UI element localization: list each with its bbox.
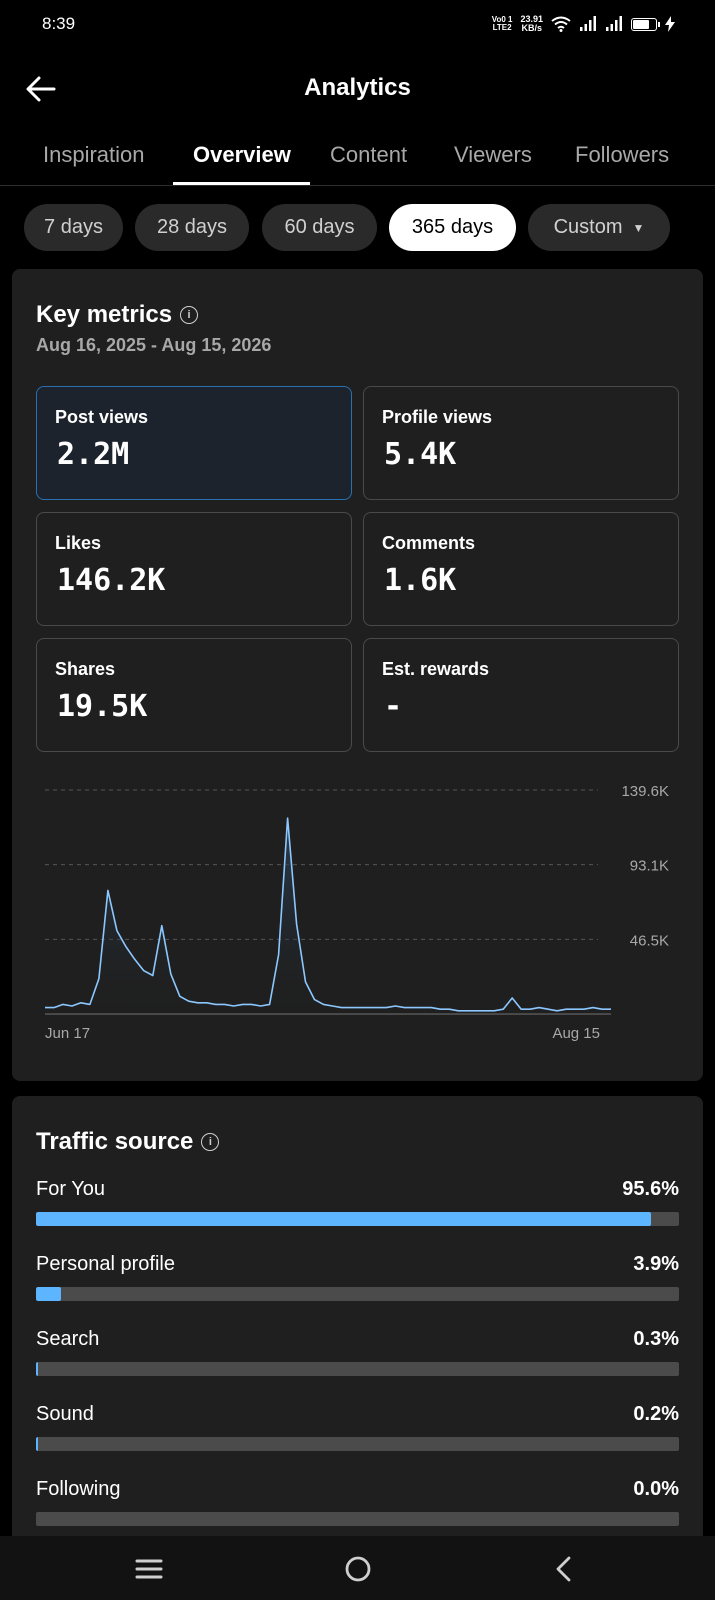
signal-icon: [580, 16, 596, 31]
page-title: Analytics: [304, 74, 411, 101]
chip-7-days[interactable]: 7 days: [24, 204, 123, 251]
metric-value: 146.2K: [57, 563, 166, 598]
metric-value: 19.5K: [57, 689, 148, 724]
tab-content[interactable]: Content: [330, 142, 408, 167]
traffic-source-bar: [36, 1287, 679, 1301]
tab-overview[interactable]: Overview: [193, 142, 291, 167]
chip-60-days[interactable]: 60 days: [262, 204, 377, 251]
traffic-source-card: Traffic source i For You 95.6% Personal pr…: [12, 1096, 703, 1536]
date-range-chips: 7 days 28 days 60 days 365 days Custom ▼: [0, 204, 715, 252]
traffic-source-percent: 0.2%: [633, 1403, 679, 1425]
metric-profile-views[interactable]: Profile views 5.4K: [363, 386, 679, 500]
metric-label: Profile views: [382, 407, 493, 427]
chip-365-days[interactable]: 365 days: [389, 204, 516, 251]
metric-value: 1.6K: [384, 563, 457, 598]
traffic-source-label: Search: [36, 1328, 100, 1350]
series-line: [45, 817, 611, 1012]
metric-label: Post views: [55, 407, 149, 427]
y-tick-label: 93.1K: [630, 858, 669, 875]
traffic-source-bar-fill: [36, 1212, 651, 1226]
traffic-source-row: Sound 0.2%: [36, 1403, 679, 1453]
volte-indicator: Vo0 1 LTE2: [491, 15, 513, 32]
info-icon[interactable]: i: [201, 1133, 220, 1151]
y-tick-label: 46.5K: [630, 932, 669, 949]
chip-custom[interactable]: Custom ▼: [528, 204, 670, 251]
key-metrics-title-text: Key metrics: [36, 301, 173, 328]
status-time: 8:39: [42, 14, 76, 33]
traffic-source-percent: 3.9%: [633, 1253, 679, 1275]
traffic-source-label: Personal profile: [36, 1253, 175, 1275]
traffic-source-bar: [36, 1437, 679, 1451]
traffic-source-bar: [36, 1512, 679, 1526]
key-metrics-card: Key metrics i Aug 16, 2025 - Aug 15, 202…: [12, 269, 703, 1081]
charging-icon: [665, 16, 675, 32]
traffic-source-row: Search 0.3%: [36, 1328, 679, 1378]
traffic-source-percent: 0.0%: [633, 1478, 679, 1500]
system-nav-bar: [0, 1536, 715, 1600]
metric-post-views[interactable]: Post views 2.2M: [36, 386, 352, 500]
traffic-source-title: Traffic source i: [36, 1128, 220, 1156]
metric-value: 5.4K: [384, 437, 457, 472]
signal-icon: [606, 16, 622, 31]
traffic-source-label: Sound: [36, 1403, 94, 1425]
tab-viewers[interactable]: Viewers: [454, 142, 532, 167]
battery-icon: [631, 17, 660, 31]
traffic-source-label: Following: [36, 1478, 121, 1500]
active-tab-indicator: [173, 182, 310, 185]
traffic-source-bar: [36, 1362, 679, 1376]
x-tick-label: Jun 17: [45, 1025, 90, 1042]
traffic-source-row: Personal profile 3.9%: [36, 1253, 679, 1303]
metric-label: Est. rewards: [382, 659, 490, 679]
traffic-source-row: Following 0.0%: [36, 1478, 679, 1528]
chevron-left-icon[interactable]: [548, 1552, 582, 1586]
post-views-chart: 139.6K 93.1K 46.5K Jun 17 Aug 15: [45, 783, 669, 1042]
metric-likes[interactable]: Likes 146.2K: [36, 512, 352, 626]
chip-28-days[interactable]: 28 days: [135, 204, 249, 251]
y-tick-label: 139.6K: [621, 783, 669, 800]
app-header: Analytics: [0, 58, 715, 118]
metric-comments[interactable]: Comments 1.6K: [363, 512, 679, 626]
metric-label: Likes: [55, 533, 102, 553]
series-area: [45, 818, 611, 1014]
key-metrics-title: Key metrics i: [36, 301, 199, 329]
traffic-source-bar: [36, 1212, 679, 1226]
caret-down-icon: ▼: [632, 220, 645, 235]
traffic-source-row: For You 95.6%: [36, 1178, 679, 1228]
chip-custom-label: Custom: [553, 216, 623, 238]
traffic-source-percent: 0.3%: [633, 1328, 679, 1350]
traffic-source-bar-fill: [36, 1287, 62, 1301]
traffic-source-label: For You: [36, 1178, 105, 1200]
traffic-source-title-text: Traffic source: [36, 1128, 194, 1155]
info-icon[interactable]: i: [180, 306, 199, 324]
metric-shares[interactable]: Shares 19.5K: [36, 638, 352, 752]
traffic-source-bar-fill: [36, 1437, 38, 1451]
metric-label: Comments: [382, 533, 476, 553]
tab-followers[interactable]: Followers: [575, 142, 670, 167]
x-tick-label: Aug 15: [552, 1025, 600, 1042]
menu-icon[interactable]: [132, 1552, 166, 1586]
circle-home-icon[interactable]: [341, 1552, 375, 1586]
tab-inspiration[interactable]: Inspiration: [43, 142, 145, 167]
net-speed: 23.91 KB/s: [520, 14, 543, 33]
tab-bar: Inspiration Overview Content Viewers Fol…: [0, 130, 715, 186]
date-range-label: Aug 16, 2025 - Aug 15, 2026: [36, 335, 272, 355]
status-icons: Vo0 1 LTE2 23.91 KB/s: [492, 15, 675, 33]
metric-est-rewards[interactable]: Est. rewards -: [363, 638, 679, 752]
traffic-source-percent: 95.6%: [622, 1178, 679, 1200]
metric-value: -: [384, 689, 403, 724]
traffic-source-bar-fill: [36, 1362, 38, 1376]
metric-label: Shares: [55, 659, 116, 679]
wifi-icon: [551, 16, 571, 32]
metric-value: 2.2M: [57, 437, 130, 472]
arrow-left-icon[interactable]: [24, 72, 58, 106]
status-bar: 8:39 Vo0 1 LTE2 23.91 KB/s: [0, 0, 715, 48]
